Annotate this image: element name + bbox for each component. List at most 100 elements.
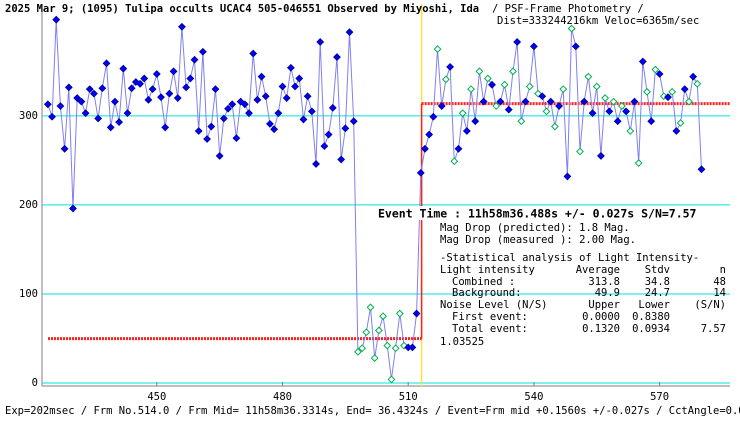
data-point [664, 93, 672, 102]
data-point [90, 89, 98, 98]
stats-cell: 0.8380 [632, 311, 670, 323]
data-point [303, 92, 312, 101]
data-point [312, 160, 320, 168]
x-tick-label: 570 [650, 391, 669, 403]
data-point [538, 92, 547, 101]
data-point [278, 82, 287, 91]
data-point [647, 117, 656, 126]
data-point [106, 123, 115, 132]
data-point [178, 22, 186, 31]
data-point [412, 309, 421, 318]
data-point [571, 42, 580, 51]
data-point [341, 124, 350, 133]
data-point [286, 63, 295, 72]
extra-value: 1.03525 [440, 336, 484, 348]
data-point [328, 103, 337, 112]
data-point [450, 157, 459, 166]
data-point [354, 347, 362, 356]
data-point [274, 109, 283, 118]
plot-area: 0 100 200 300 450 480 510 540 570 [19, 4, 730, 403]
data-point [659, 92, 668, 101]
stats-cell: First event: [452, 311, 528, 323]
data-point [115, 118, 124, 126]
data-point [236, 97, 245, 106]
stats-cell: 34.8 [645, 276, 670, 288]
data-point [630, 97, 639, 106]
data-point [253, 95, 262, 104]
data-point [316, 38, 325, 46]
stats-cell: 48 [713, 276, 726, 288]
data-point [73, 94, 82, 102]
data-point [517, 117, 526, 126]
data-point [270, 125, 279, 134]
data-point [148, 85, 157, 94]
data-point [613, 117, 622, 126]
data-point [211, 85, 220, 94]
data-point [416, 168, 425, 177]
data-point [676, 119, 685, 127]
data-point [529, 42, 538, 51]
data-point [588, 109, 597, 118]
data-point [492, 102, 501, 110]
data-point [471, 117, 480, 126]
data-point [383, 341, 392, 350]
data-point [442, 75, 450, 84]
stats-cell: 49.9 [595, 287, 620, 299]
y-tick-label: 200 [19, 199, 38, 211]
data-point [638, 57, 647, 66]
data-point [387, 375, 396, 384]
stats-cell: Upper [588, 299, 620, 311]
data-point [454, 144, 463, 153]
data-point [123, 109, 132, 118]
stats-cell: Combined : [452, 276, 515, 288]
data-point [165, 89, 174, 98]
data-point [462, 127, 471, 135]
x-tick-label: 510 [399, 391, 418, 403]
x-tick-label: 450 [147, 391, 166, 403]
data-point [421, 144, 429, 153]
stats-cell: 0.1320 [582, 323, 620, 335]
footer: Exp=202msec / Frm No.514.0 / Frm Mid= 11… [5, 405, 740, 417]
data-point [374, 326, 383, 335]
data-point [592, 82, 601, 91]
stats-cell: Background: [452, 287, 522, 299]
stats-cell: 24.7 [645, 287, 670, 299]
data-point [605, 107, 614, 116]
data-point [358, 344, 367, 353]
data-point [563, 172, 572, 181]
data-point [458, 109, 467, 118]
y-tick-label: 100 [19, 288, 38, 300]
data-point [245, 109, 253, 118]
data-point [295, 74, 304, 83]
data-point [576, 147, 584, 156]
data-point [203, 135, 211, 143]
data-point [651, 65, 660, 74]
data-point [291, 82, 299, 91]
y-tick-label: 0 [32, 377, 38, 389]
data-point [194, 127, 203, 135]
data-point [98, 84, 107, 93]
data-point [672, 127, 681, 135]
mag-drop-measured: Mag Drop (measured ): 2.00 Mag. [440, 234, 636, 246]
data-point [509, 67, 517, 76]
data-point [488, 80, 496, 89]
stats-cell: Average [576, 264, 620, 276]
data-point [366, 303, 375, 312]
data-point [362, 328, 371, 337]
data-point [504, 105, 513, 114]
data-point [433, 45, 442, 53]
data-point [127, 84, 136, 93]
data-point [584, 72, 593, 81]
data-point [580, 97, 589, 106]
stats-cell: Noise Level (N/S) [440, 299, 547, 311]
data-point [228, 100, 237, 109]
data-point [282, 94, 291, 102]
data-point [219, 114, 228, 123]
stats-cell: 7.57 [701, 323, 726, 335]
data-point [48, 112, 56, 121]
stats-cell: (S/N) [694, 299, 726, 311]
data-point [550, 122, 559, 131]
data-point [266, 119, 274, 128]
data-point [232, 134, 241, 143]
